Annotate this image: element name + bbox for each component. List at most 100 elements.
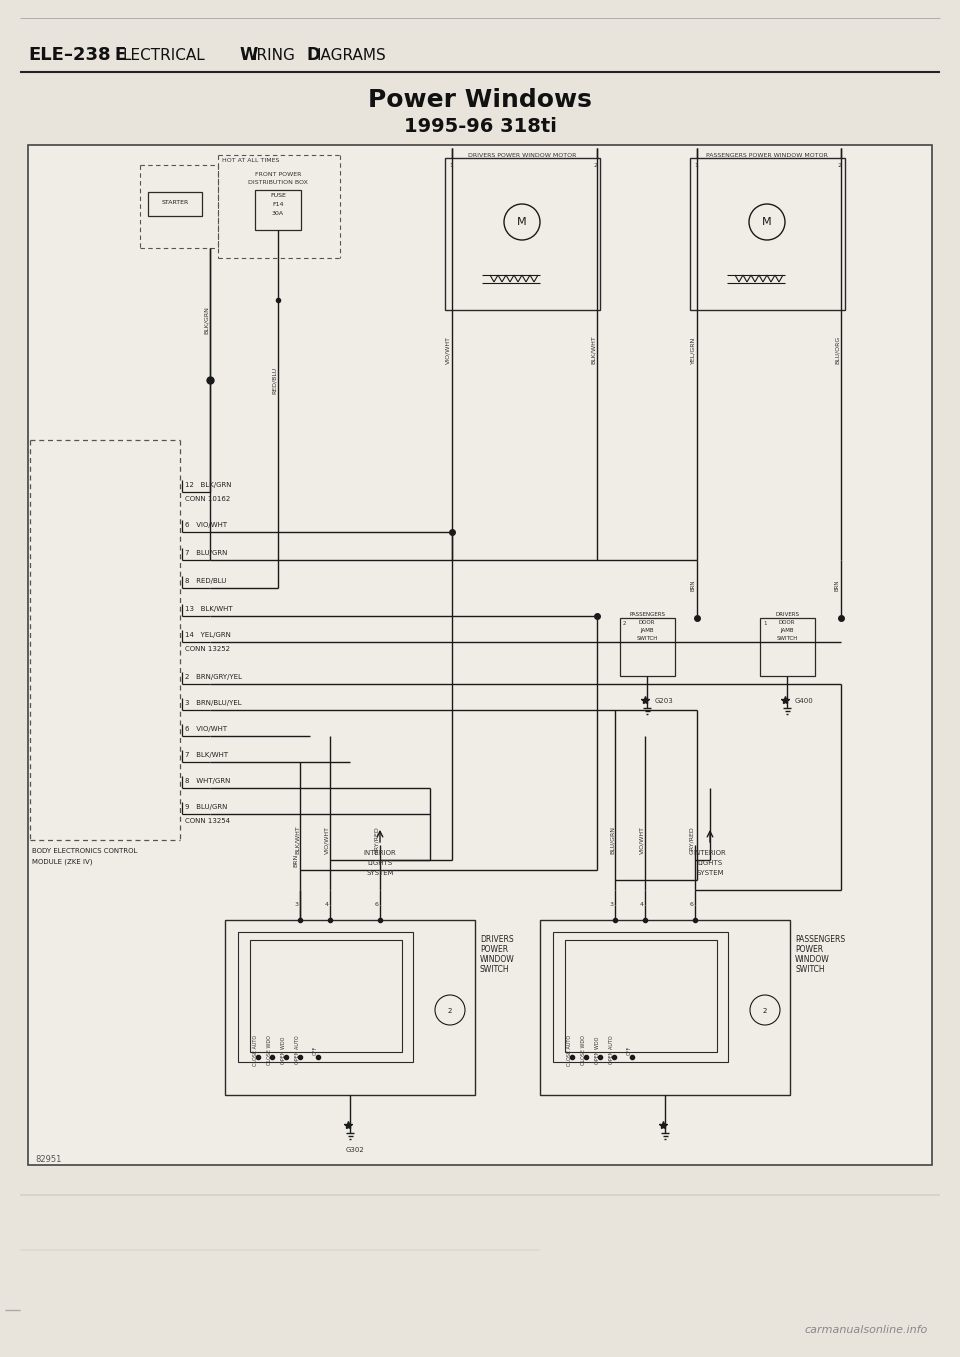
Text: F14: F14 <box>273 202 284 208</box>
Text: G400: G400 <box>795 697 814 704</box>
Text: 2: 2 <box>763 1008 767 1014</box>
Text: YEL/GRN: YEL/GRN <box>690 337 695 364</box>
Text: 1995-96 318ti: 1995-96 318ti <box>403 117 557 136</box>
Text: 2   BRN/GRY/YEL: 2 BRN/GRY/YEL <box>185 674 242 680</box>
Bar <box>620 617 675 676</box>
Text: M: M <box>762 217 772 227</box>
Text: 6   VIO/WHT: 6 VIO/WHT <box>185 522 228 528</box>
Text: LECTRICAL: LECTRICAL <box>123 47 205 62</box>
Text: DRIVERS: DRIVERS <box>480 935 514 944</box>
Text: HOT AT ALL TIMES: HOT AT ALL TIMES <box>222 157 279 163</box>
Bar <box>690 157 845 309</box>
Text: FUSE: FUSE <box>270 193 286 198</box>
Text: 2: 2 <box>838 163 842 168</box>
Bar <box>565 940 717 1052</box>
Bar <box>540 920 790 1095</box>
Text: DRIVERS POWER WINDOW MOTOR: DRIVERS POWER WINDOW MOTOR <box>468 153 576 157</box>
Text: OFF: OFF <box>627 1045 632 1054</box>
Text: 3: 3 <box>610 902 614 906</box>
Text: CLOSE AUTO: CLOSE AUTO <box>253 1034 258 1065</box>
Text: SYSTEM: SYSTEM <box>366 870 394 877</box>
Text: ELE–238: ELE–238 <box>28 46 110 64</box>
Text: 2: 2 <box>447 1008 452 1014</box>
Text: 3: 3 <box>295 902 299 906</box>
Text: M: M <box>517 217 527 227</box>
Bar <box>250 940 402 1052</box>
Text: LIGHTS: LIGHTS <box>368 860 393 866</box>
Bar <box>255 190 301 229</box>
Bar <box>760 617 815 676</box>
Text: 82951: 82951 <box>35 1155 61 1164</box>
Text: CLOSE WDO: CLOSE WDO <box>581 1035 586 1065</box>
Text: 30A: 30A <box>272 210 284 216</box>
Text: BLU/GRN: BLU/GRN <box>610 826 614 854</box>
Text: CLOSE WDO: CLOSE WDO <box>267 1035 272 1065</box>
Text: 7   BLK/WHT: 7 BLK/WHT <box>185 752 228 759</box>
Text: 6: 6 <box>375 902 379 906</box>
Text: CLOSE AUTO: CLOSE AUTO <box>567 1034 572 1065</box>
Text: E: E <box>114 46 126 64</box>
Text: 8   RED/BLU: 8 RED/BLU <box>185 578 227 584</box>
Text: VIO/WHT: VIO/WHT <box>639 826 644 854</box>
Text: POWER: POWER <box>795 944 823 954</box>
Text: 2: 2 <box>623 622 627 626</box>
Text: 7   BLU/GRN: 7 BLU/GRN <box>185 550 228 556</box>
Bar <box>445 157 600 309</box>
Text: OPEN AUTO: OPEN AUTO <box>609 1035 614 1064</box>
Text: MODULE (ZKE IV): MODULE (ZKE IV) <box>32 858 92 864</box>
Text: GRY/RED: GRY/RED <box>374 826 379 854</box>
Text: 1: 1 <box>694 163 698 168</box>
Text: 8   WHT/GRN: 8 WHT/GRN <box>185 778 230 784</box>
Text: W: W <box>240 46 258 64</box>
Text: FRONT POWER: FRONT POWER <box>254 172 301 176</box>
Text: PASSENGERS: PASSENGERS <box>795 935 845 944</box>
Text: DISTRIBUTION BOX: DISTRIBUTION BOX <box>248 180 308 185</box>
Text: SWITCH: SWITCH <box>636 636 658 641</box>
Text: DOOR: DOOR <box>779 620 795 626</box>
Text: JAMB: JAMB <box>780 628 794 632</box>
Text: SWITCH: SWITCH <box>795 965 825 974</box>
Text: Power Windows: Power Windows <box>368 88 592 113</box>
Text: INTERIOR: INTERIOR <box>364 849 396 856</box>
Text: SYSTEM: SYSTEM <box>696 870 724 877</box>
Text: 1: 1 <box>763 622 766 626</box>
Bar <box>238 932 413 1063</box>
Bar <box>28 145 932 1166</box>
Text: G302: G302 <box>346 1147 365 1153</box>
Text: JAMB: JAMB <box>640 628 654 632</box>
Text: 4: 4 <box>640 902 644 906</box>
Bar <box>553 932 728 1063</box>
Text: BRN: BRN <box>690 579 695 590</box>
Bar <box>225 920 475 1095</box>
Text: BLU/ORG: BLU/ORG <box>834 337 839 364</box>
Text: WINDOW: WINDOW <box>795 955 829 963</box>
Text: carmanualsonline.info: carmanualsonline.info <box>804 1324 928 1335</box>
Text: BODY ELECTRONICS CONTROL: BODY ELECTRONICS CONTROL <box>32 848 137 854</box>
Text: 2: 2 <box>593 163 597 168</box>
Text: 6   VIO/WHT: 6 VIO/WHT <box>185 726 228 731</box>
Text: BLK/WHT: BLK/WHT <box>295 825 300 855</box>
Text: 12   BLK/GRN: 12 BLK/GRN <box>185 482 231 489</box>
Text: BLK/GRN: BLK/GRN <box>204 307 208 334</box>
Text: IAGRAMS: IAGRAMS <box>317 47 387 62</box>
Text: 1: 1 <box>449 163 453 168</box>
Text: VIO/WHT: VIO/WHT <box>445 337 450 364</box>
Text: INTERIOR: INTERIOR <box>694 849 727 856</box>
Text: STARTER: STARTER <box>161 199 188 205</box>
Text: OPEN WDO: OPEN WDO <box>281 1037 286 1064</box>
Text: BRN: BRN <box>834 579 839 590</box>
Text: RED/BLU: RED/BLU <box>272 366 276 394</box>
Text: BLK/WHT: BLK/WHT <box>590 335 595 365</box>
Text: PASSENGERS: PASSENGERS <box>629 612 665 617</box>
Text: 13   BLK/WHT: 13 BLK/WHT <box>185 607 232 612</box>
Text: POWER: POWER <box>480 944 508 954</box>
Text: 4: 4 <box>325 902 329 906</box>
Text: OPEN AUTO: OPEN AUTO <box>295 1035 300 1064</box>
Text: OPEN WDO: OPEN WDO <box>595 1037 600 1064</box>
Text: BRN: BRN <box>294 854 299 867</box>
Text: LIGHTS: LIGHTS <box>697 860 723 866</box>
Text: SWITCH: SWITCH <box>777 636 798 641</box>
Text: GRY/RED: GRY/RED <box>689 826 694 854</box>
Text: 9   BLU/GRN: 9 BLU/GRN <box>185 803 228 810</box>
Text: SWITCH: SWITCH <box>480 965 510 974</box>
